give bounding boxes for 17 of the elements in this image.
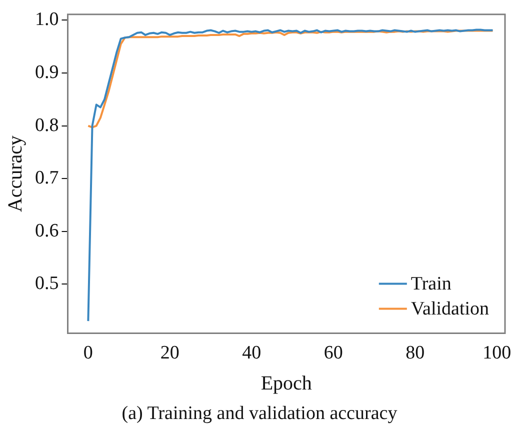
x-tick-label: 40 xyxy=(242,342,262,364)
text: (a) Training and validation accuracy xyxy=(120,403,398,425)
y-tick-label: 1.0 xyxy=(35,9,59,30)
x-tick-label: 80 xyxy=(406,342,425,364)
x-tick-label: 0 xyxy=(83,342,93,364)
x-tick-label: 60 xyxy=(324,342,343,364)
y-tick-label: 0.7 xyxy=(35,168,59,189)
legend-label: Validation xyxy=(410,298,490,320)
x-tick-label: 20 xyxy=(160,342,180,364)
y-tick-label: 0.8 xyxy=(35,114,59,136)
x-tick-label: 100 xyxy=(482,342,512,364)
legend-label: Train xyxy=(410,274,452,295)
y-tick-label: 0.9 xyxy=(35,62,59,83)
y-axis-title: Accuracy xyxy=(4,135,26,212)
y-tick-label: 0.6 xyxy=(35,220,59,242)
y-tick-label: 0.5 xyxy=(35,273,59,294)
x-axis-title: Epoch xyxy=(260,372,312,394)
